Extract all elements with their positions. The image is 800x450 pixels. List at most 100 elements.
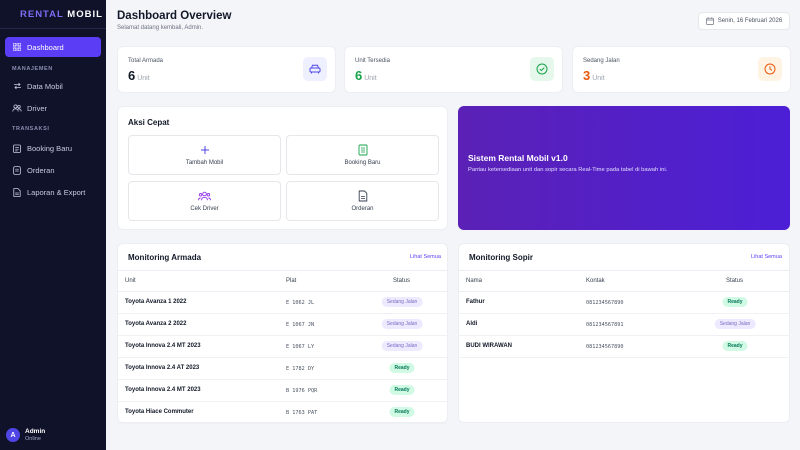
sopir-see-all-link[interactable]: Lihat Semua — [751, 254, 782, 260]
sidebar-item-data-mobil[interactable]: Data Mobil — [5, 76, 101, 96]
table-row[interactable]: Toyota Hiace Commuter B 1763 PAT Ready — [118, 402, 447, 424]
banner-subtitle: Pantau ketersediaan unit dan sopir secar… — [468, 167, 668, 173]
sidebar: RENTAL MOBIL Dashboard MANAJEMEN Data Mo… — [0, 0, 106, 450]
sidebar-item-label: Booking Baru — [27, 143, 73, 153]
booking-baru-button[interactable]: Booking Baru — [286, 135, 439, 175]
user-status: Online — [25, 435, 41, 442]
status-badge: Sedang Jalan — [714, 319, 756, 329]
column-header-unit: Unit — [125, 278, 136, 284]
sidebar-item-dashboard[interactable]: Dashboard — [5, 37, 101, 57]
sidebar-item-label: Laporan & Export — [27, 187, 86, 197]
status-badge: Sedang Jalan — [381, 341, 423, 351]
armada-title: Monitoring Armada — [128, 253, 202, 262]
plat-cell: E 1067 JN — [286, 322, 315, 328]
table-row[interactable]: Toyota Avanza 2 2022 E 1067 JN Sedang Jala… — [118, 314, 447, 336]
status-badge: Ready — [389, 385, 415, 395]
sopir-table-header: Nama Kontak Status — [459, 270, 789, 292]
armada-table-header: Unit Plat Status — [118, 270, 447, 292]
date-display: Senin, 16 Februari 2026 — [698, 12, 790, 30]
sidebar-item-driver[interactable]: Driver — [5, 98, 101, 118]
quick-actions-card: Aksi Cepat Tambah Mobil Booking Baru Cek… — [117, 106, 448, 230]
users-icon — [198, 190, 211, 202]
table-row[interactable]: BUDI WIRAWAN 081234567890 Ready — [459, 336, 789, 358]
sidebar-item-orderan[interactable]: Orderan — [5, 160, 101, 180]
unit-cell: Toyota Innova 2.4 MT 2023 — [125, 387, 201, 393]
plat-cell: E 1062 JL — [286, 300, 315, 306]
stat-card-sedang-jalan: Sedang Jalan 3 Unit — [572, 46, 791, 93]
table-row[interactable]: Toyota Avanza 1 2022 E 1062 JL Sedang Jala… — [118, 292, 447, 314]
stat-label: Total Armada — [128, 58, 164, 64]
sopir-table-card: Monitoring Sopir Lihat Semua Nama Kontak… — [458, 243, 790, 423]
column-header-status: Status — [393, 278, 411, 284]
system-banner: Sistem Rental Mobil v1.0 Pantau ketersed… — [458, 106, 790, 230]
stat-card-total-armada: Total Armada 6 Unit — [117, 46, 336, 93]
cek-driver-button[interactable]: Cek Driver — [128, 181, 281, 221]
section-label-transaksi: TRANSAKSI — [12, 126, 50, 132]
stat-number: 6 — [128, 68, 136, 83]
stat-value: 6 Unit — [355, 68, 377, 83]
column-header-nama: Nama — [466, 278, 483, 284]
stat-card-unit-tersedia: Unit Tersedia 6 Unit — [344, 46, 563, 93]
table-row[interactable]: Aldi 081234567891 Sedang Jalan — [459, 314, 789, 336]
status-badge: Ready — [389, 407, 415, 417]
nama-cell: Aldi — [466, 321, 478, 327]
stat-label: Unit Tersedia — [355, 58, 390, 64]
sidebar-item-label: Driver — [27, 103, 47, 113]
orderan-button[interactable]: Orderan — [286, 181, 439, 221]
receipt-icon — [12, 165, 22, 175]
check-circle-icon — [530, 57, 554, 81]
table-row[interactable]: Toyota Innova 2.4 MT 2023 B 1976 PQR Ready — [118, 380, 447, 402]
user-profile[interactable]: A Admin Online — [6, 428, 45, 442]
quick-action-label: Cek Driver — [190, 206, 219, 212]
unit-cell: Toyota Innova 2.4 AT 2023 — [125, 365, 200, 371]
armada-see-all-link[interactable]: Lihat Semua — [410, 254, 441, 260]
brand-logo[interactable]: RENTAL MOBIL — [20, 9, 103, 20]
clock-icon — [758, 57, 782, 81]
sopir-title: Monitoring Sopir — [469, 253, 533, 262]
stat-unit: Unit — [592, 75, 605, 82]
plus-icon — [200, 144, 210, 156]
users-icon — [12, 103, 22, 113]
column-header-kontak: Kontak — [586, 278, 605, 284]
column-header-plat: Plat — [286, 278, 297, 284]
nama-cell: BUDI WIRAWAN — [466, 343, 512, 349]
receipt-icon — [358, 190, 368, 202]
plat-cell: B 1763 PAT — [286, 410, 318, 416]
status-badge: Sedang Jalan — [381, 319, 423, 329]
clipboard-icon — [12, 143, 22, 153]
document-icon — [12, 187, 22, 197]
quick-action-label: Booking Baru — [344, 160, 381, 166]
calendar-icon — [705, 17, 714, 25]
stat-value: 6 Unit — [128, 68, 150, 83]
status-badge: Ready — [389, 363, 415, 373]
kontak-cell: 081234567890 — [586, 344, 624, 350]
page-subtitle: Selamat datang kembali, Admin. — [117, 25, 204, 31]
tambah-mobil-button[interactable]: Tambah Mobil — [128, 135, 281, 175]
section-label-manajemen: MANAJEMEN — [12, 66, 53, 72]
unit-cell: Toyota Innova 2.4 MT 2023 — [125, 343, 201, 349]
unit-cell: Toyota Avanza 2 2022 — [125, 321, 187, 327]
date-text: Senin, 16 Februari 2026 — [717, 18, 783, 24]
page-title: Dashboard Overview — [117, 10, 232, 22]
table-row[interactable]: Fathur 081234567890 Ready — [459, 292, 789, 314]
sidebar-item-label: Orderan — [27, 165, 55, 175]
status-badge: Ready — [722, 341, 748, 351]
stat-number: 3 — [583, 68, 591, 83]
sidebar-item-label: Dashboard — [27, 42, 64, 52]
plat-cell: E 1782 DY — [286, 366, 315, 372]
brand-part2: MOBIL — [67, 9, 103, 20]
status-badge: Sedang Jalan — [381, 297, 423, 307]
table-row[interactable]: Toyota Innova 2.4 AT 2023 E 1782 DY Ready — [118, 358, 447, 380]
plat-cell: B 1976 PQR — [286, 388, 318, 394]
grid-icon — [12, 42, 22, 52]
brand-part1: RENTAL — [20, 9, 64, 20]
armada-table-card: Monitoring Armada Lihat Semua Unit Plat … — [117, 243, 448, 424]
sidebar-item-booking-baru[interactable]: Booking Baru — [5, 138, 101, 158]
stat-unit: Unit — [364, 75, 377, 82]
sidebar-item-laporan-export[interactable]: Laporan & Export — [5, 182, 101, 202]
column-header-status: Status — [726, 278, 744, 284]
kontak-cell: 081234567891 — [586, 322, 624, 328]
table-row[interactable]: Toyota Innova 2.4 MT 2023 E 1067 LY Sedang… — [118, 336, 447, 358]
stat-unit: Unit — [137, 75, 150, 82]
plat-cell: E 1067 LY — [286, 344, 315, 350]
